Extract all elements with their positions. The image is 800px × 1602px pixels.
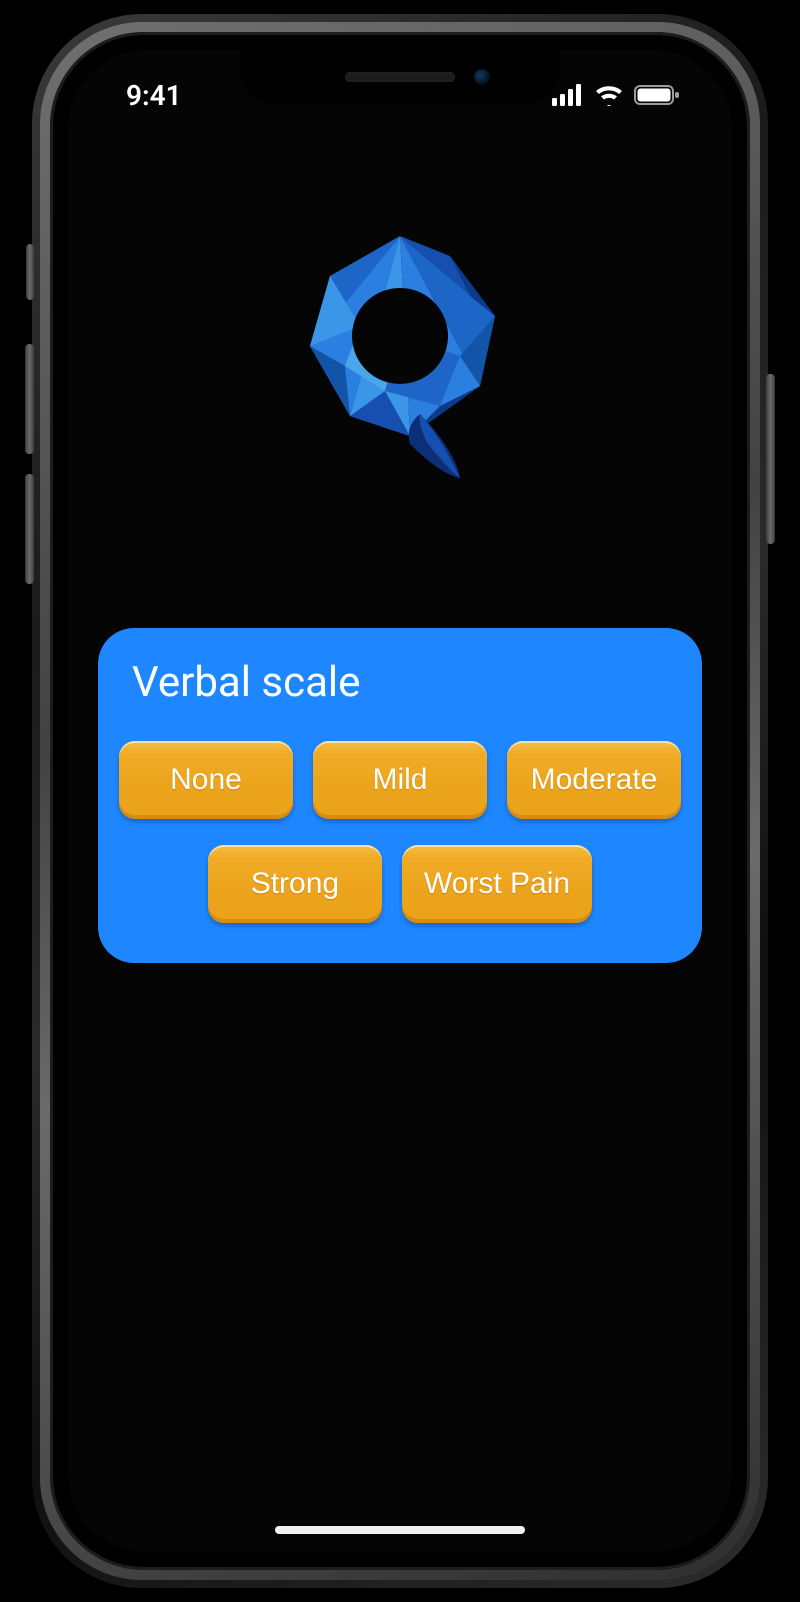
stage: 9:41	[0, 0, 800, 1602]
cellular-signal-icon	[552, 84, 584, 106]
volume-down-button[interactable]	[25, 474, 34, 584]
option-label: Strong	[251, 867, 339, 901]
front-camera	[474, 69, 490, 85]
verbal-scale-card: Verbal scale None Mild Moderate	[98, 628, 702, 963]
notch	[240, 50, 560, 104]
option-label: None	[170, 763, 242, 797]
option-label: Moderate	[531, 763, 658, 797]
earpiece-speaker	[345, 72, 455, 82]
app-logo	[290, 226, 510, 486]
power-button[interactable]	[766, 374, 775, 544]
option-row-2: Strong Worst Pain	[126, 845, 674, 923]
wifi-icon	[594, 84, 624, 106]
option-button-group: None Mild Moderate	[126, 741, 674, 923]
battery-icon	[634, 84, 680, 106]
option-moderate-button[interactable]: Moderate	[507, 741, 681, 819]
phone-frame-inner: 9:41	[50, 32, 750, 1570]
option-label: Worst Pain	[424, 867, 570, 901]
status-time: 9:41	[126, 79, 182, 112]
option-row-1: None Mild Moderate	[126, 741, 674, 819]
status-icons	[552, 84, 680, 106]
card-title: Verbal scale	[132, 658, 674, 707]
option-worst-pain-button[interactable]: Worst Pain	[402, 845, 592, 923]
option-strong-button[interactable]: Strong	[208, 845, 382, 923]
screen: 9:41	[68, 50, 732, 1552]
home-indicator[interactable]	[275, 1526, 525, 1534]
phone-frame-outer: 9:41	[32, 14, 768, 1588]
option-mild-button[interactable]: Mild	[313, 741, 487, 819]
option-none-button[interactable]: None	[119, 741, 293, 819]
volume-up-button[interactable]	[25, 344, 34, 454]
q-logo-icon	[290, 226, 510, 486]
option-label: Mild	[372, 763, 427, 797]
phone-frame-mid: 9:41	[40, 22, 760, 1580]
mute-switch[interactable]	[26, 244, 34, 300]
